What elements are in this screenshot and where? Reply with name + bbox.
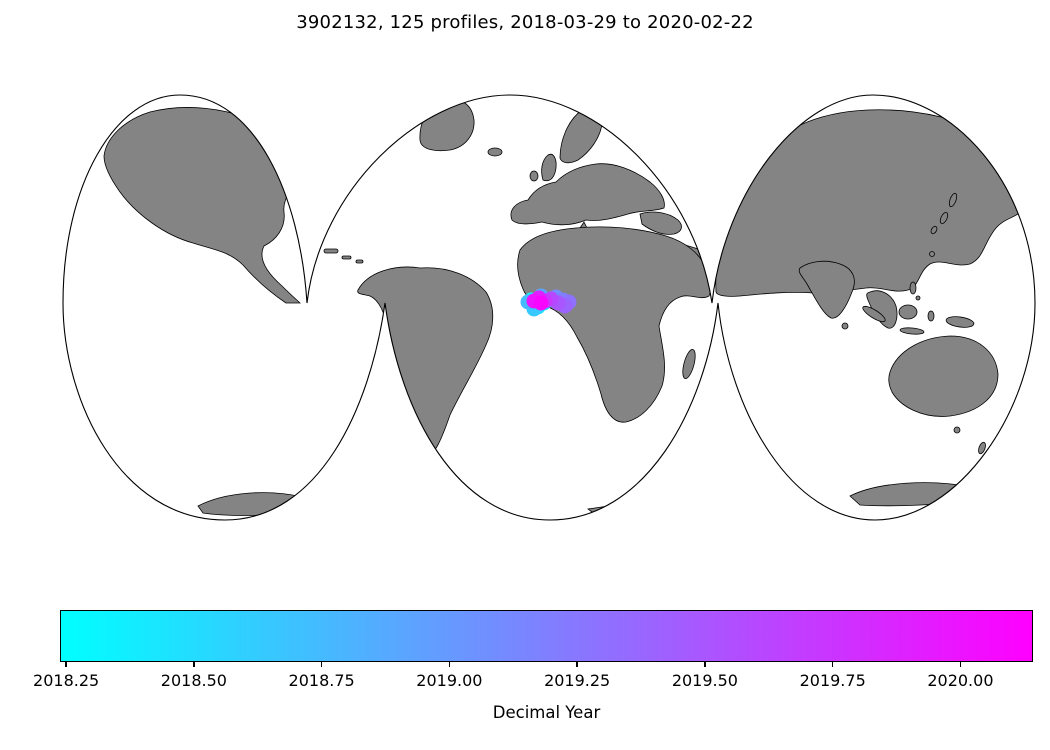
continent-africa [517,226,711,423]
island-tasmania [953,426,961,434]
profile-point [533,295,549,311]
colorbar-tick-label: 2020.00 [927,671,994,690]
island-taiwan [929,251,935,257]
colorbar-tick-mark [65,662,67,667]
colorbar-tick-label: 2018.75 [288,671,355,690]
colorbar [60,610,1033,662]
colorbar-tick-mark [831,662,834,667]
islands-japan [948,192,958,208]
colorbar-tick-label: 2019.50 [671,671,738,690]
map-projection-outline [62,94,1036,521]
colorbar-tick-mark [959,662,962,667]
colorbar-tick-mark [320,662,323,667]
islands-japan [939,212,949,224]
region-indochina [866,290,898,329]
island-britain [541,153,557,182]
colorbar-tick-label: 2019.75 [799,671,866,690]
island-new-guinea [945,316,975,328]
islands-caribbean [323,248,339,254]
antarctica-east [849,482,984,507]
islands-philippines [909,281,917,295]
continent-asia [715,109,1030,297]
figure-title: 3902132, 125 profiles, 2018-03-29 to 202… [296,12,754,33]
continent-south-america [357,266,494,456]
continent-australia [888,335,999,417]
islands-caribbean [341,255,352,260]
colorbar-tick-mark [704,662,706,667]
islands-japan [930,225,938,235]
colorbar-label: Decimal Year [492,703,601,722]
land-masses [103,99,1030,517]
profile-scatter-points [520,288,577,317]
colorbar-tick-label: 2018.50 [160,671,227,690]
world-map [62,94,1036,521]
island-sumatra [862,305,886,323]
islands-philippines [915,295,921,301]
region-india [798,260,855,319]
islands-new-zealand [986,456,994,468]
colorbar-tick-mark [576,662,578,667]
island-sri-lanka [841,322,849,330]
region-scandinavia [559,106,603,164]
region-anatolia [639,211,682,235]
colorbar-tick-label: 2019.25 [544,671,611,690]
island-madagascar [682,349,696,379]
island-ireland [529,170,539,182]
island-iceland [487,147,503,157]
colorbar-tick-mark [448,662,451,667]
colorbar-tick-label: 2018.25 [33,671,100,690]
antarctica-west [197,492,309,516]
continent-north-america [103,107,301,304]
island-java [899,327,925,335]
island-sulawesi [927,310,935,322]
islands-new-zealand [978,441,986,455]
island-greenland [419,99,475,152]
colorbar-tick-label: 2019.00 [416,671,483,690]
islands-caribbean [355,259,364,264]
island-borneo [898,304,918,320]
continent-europe [510,163,665,226]
colorbar-tick-mark [193,662,195,667]
